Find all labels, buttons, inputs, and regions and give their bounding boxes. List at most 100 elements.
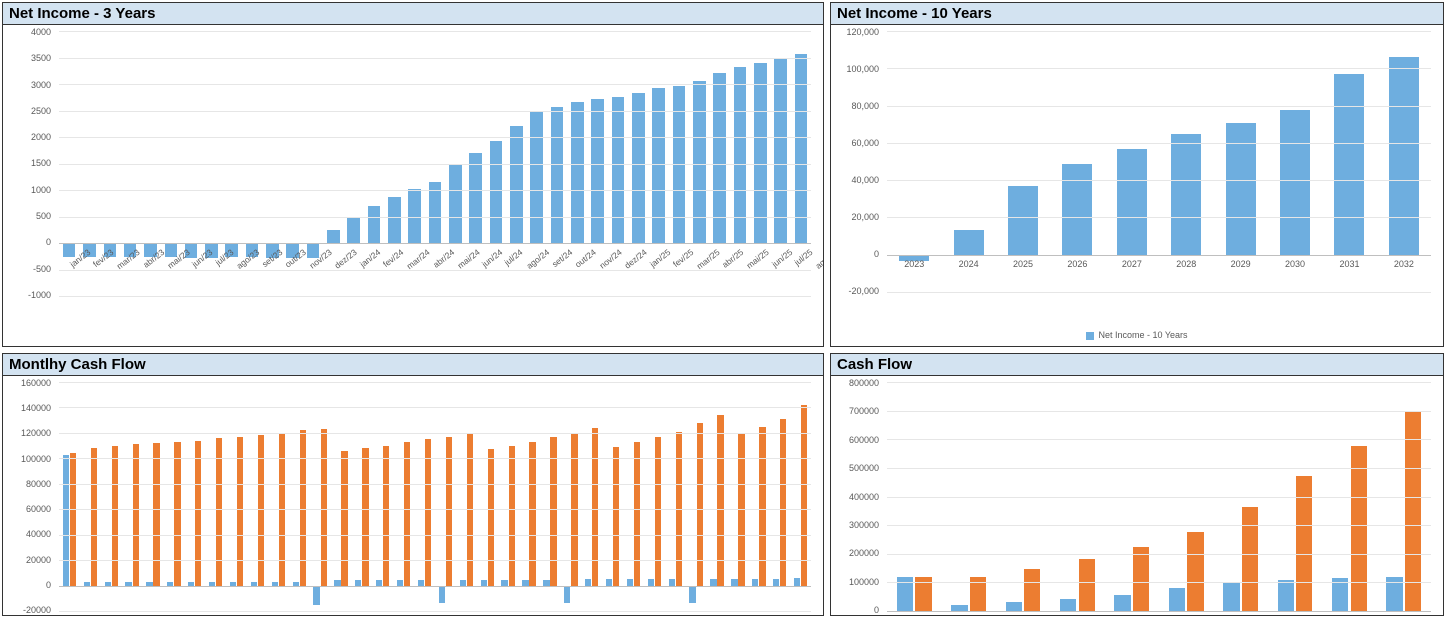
y-axis: 1600001400001200001000008000060000400002… (3, 378, 55, 615)
y-tick-label: 40,000 (851, 175, 879, 185)
bar (1117, 149, 1147, 254)
grid-line (59, 217, 811, 218)
panel-title-net-income-10y: Net Income - 10 Years (831, 3, 1443, 25)
bar (195, 441, 201, 586)
y-tick-label: 400000 (849, 492, 879, 502)
bar (509, 446, 515, 586)
grid-line (887, 582, 1431, 583)
x-axis-labels: jan/23fev/23mar/23abr/23mai/23jun/23jul/… (59, 245, 811, 285)
grid-line (59, 433, 811, 434)
bar (368, 206, 381, 243)
bar (1242, 507, 1258, 611)
bar-group (226, 382, 247, 611)
x-tick-label: 2031 (1322, 259, 1376, 269)
bar (449, 165, 462, 243)
y-axis: 120,000100,00080,00060,00040,00020,0000-… (831, 27, 883, 296)
grid-line (887, 68, 1431, 69)
bar (634, 442, 640, 586)
bar-group (498, 382, 519, 611)
bar (1079, 559, 1095, 611)
bars-container (887, 31, 1431, 292)
bar-group (435, 382, 456, 611)
bar (425, 439, 431, 585)
y-tick-label: 20,000 (851, 212, 879, 222)
bar-group (101, 382, 122, 611)
bar (488, 449, 494, 585)
bar-group (602, 382, 623, 611)
plot-area (887, 382, 1431, 611)
x-tick-label: 2028 (1159, 259, 1213, 269)
bar (1008, 186, 1038, 255)
bar-group (143, 382, 164, 611)
y-tick-label: -20000 (23, 605, 51, 615)
chart-net-income-10y: 120,000100,00080,00060,00040,00020,0000-… (831, 25, 1443, 346)
bar (490, 141, 503, 243)
bar (752, 579, 758, 586)
grid-line (59, 458, 811, 459)
grid-line (59, 111, 811, 112)
grid-line (59, 382, 811, 383)
bar-slot (1322, 31, 1376, 292)
y-tick-label: 140000 (21, 403, 51, 413)
bar (174, 442, 180, 586)
legend-swatch (1086, 332, 1094, 340)
bar-group (372, 382, 393, 611)
grid-line (59, 164, 811, 165)
bar (613, 447, 619, 586)
grid-line (887, 292, 1431, 293)
panel-net-income-3y: Net Income - 3 Years 4000350030002500200… (2, 2, 824, 347)
grid-line (59, 560, 811, 561)
bar-group (414, 382, 435, 611)
zero-line (887, 255, 1431, 256)
x-tick-label: 2026 (1050, 259, 1104, 269)
bar-group (351, 382, 372, 611)
bar (571, 102, 584, 243)
bar (954, 230, 984, 255)
bar (710, 579, 716, 586)
bar (63, 455, 69, 586)
bar-slot (1159, 31, 1213, 292)
bar-group (268, 382, 289, 611)
y-tick-label: 1000 (31, 185, 51, 195)
y-tick-label: 3000 (31, 80, 51, 90)
bar (592, 428, 598, 586)
bar-slot (1105, 31, 1159, 292)
zero-line (59, 586, 811, 587)
y-tick-label: 40000 (26, 529, 51, 539)
bar-group (623, 382, 644, 611)
grid-line (59, 611, 811, 612)
bar-group (59, 382, 80, 611)
bar-group (665, 382, 686, 611)
grid-line (887, 143, 1431, 144)
y-tick-label: 0 (874, 249, 879, 259)
bar (551, 107, 564, 243)
bar-slot (941, 31, 995, 292)
bar (795, 54, 808, 243)
bar-group (790, 382, 811, 611)
bar (1334, 74, 1364, 255)
y-tick-label: 100000 (21, 454, 51, 464)
bar-slot (996, 31, 1050, 292)
y-axis: 40003500300025002000150010005000-500-100… (3, 27, 55, 300)
bar-slot (1377, 31, 1431, 292)
bar-slot (1268, 31, 1322, 292)
bar (1389, 57, 1419, 255)
bar (773, 579, 779, 586)
y-tick-label: 1500 (31, 158, 51, 168)
grid-line (887, 497, 1431, 498)
bar-group (80, 382, 101, 611)
chart-net-income-3y: 40003500300025002000150010005000-500-100… (3, 25, 823, 346)
bar-group (247, 382, 268, 611)
bar (1006, 602, 1022, 611)
y-tick-label: 60,000 (851, 138, 879, 148)
bar (774, 59, 787, 243)
x-tick-label: 2032 (1377, 259, 1431, 269)
y-tick-label: 0 (874, 605, 879, 615)
bar-group (644, 382, 665, 611)
bar-group (456, 382, 477, 611)
bar (321, 429, 327, 585)
bar (1171, 134, 1201, 254)
grid-line (59, 509, 811, 510)
y-tick-label: -20,000 (848, 286, 879, 296)
x-tick-label: 2023 (887, 259, 941, 269)
